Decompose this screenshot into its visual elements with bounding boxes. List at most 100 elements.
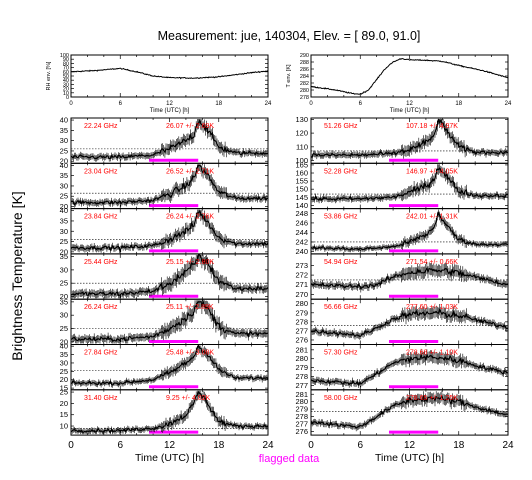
y-tick-label: 160 — [295, 169, 308, 178]
series-line — [70, 209, 269, 252]
y-tick-label: 20 — [60, 337, 68, 346]
series-line — [70, 118, 269, 160]
y-tick-label: 35 — [60, 252, 68, 261]
channel-frequency-label: 58.00 GHz — [324, 395, 358, 402]
channel-statistics-label: 146.97 +/- 4.05K — [406, 168, 458, 175]
y-tick-label: 280 — [295, 397, 308, 406]
channel-panel: 10 15 20 25 31.40 GHz 9.25 +/- 4.02K — [60, 388, 269, 436]
y-tick-label: 277 — [295, 419, 308, 428]
y-tick-label: 25 — [60, 367, 68, 376]
y-tick-label: 40 — [60, 342, 68, 351]
y-tick-label: 90 — [63, 57, 69, 63]
x-tick-label: 12 — [404, 440, 416, 451]
x-axis-label: Time (UTC) [h] — [135, 452, 204, 464]
channel-frequency-label: 56.66 GHz — [324, 304, 358, 311]
brightness-temperature-label: Brightness Temperature [K] — [9, 191, 25, 360]
y-tick-label: 100 — [60, 53, 69, 59]
y-tick-label: 290 — [300, 53, 309, 59]
channel-frequency-label: 25.44 GHz — [84, 259, 118, 266]
y-tick-label: 273 — [295, 261, 308, 270]
channel-frequency-label: 31.40 GHz — [84, 395, 118, 402]
series-line — [70, 390, 269, 434]
y-tick-label: 10 — [63, 91, 69, 97]
y-tick-label: 276 — [295, 335, 308, 344]
y-tick-label: 70 — [63, 66, 69, 72]
series-line — [310, 167, 509, 202]
y-tick-label: 288 — [300, 60, 309, 66]
y-tick-label: 140 — [295, 201, 308, 210]
series-line — [70, 254, 269, 297]
series-line — [70, 67, 269, 80]
series-line — [310, 118, 509, 159]
x-axis-label: Time (UTC) [h] — [375, 452, 444, 464]
y-tick-label: 30 — [60, 265, 68, 274]
x-tick-label: 18 — [455, 101, 462, 107]
channel-frequency-label: 23.04 GHz — [84, 168, 118, 175]
y-tick-label: 248 — [295, 209, 308, 218]
y-tick-label: 281 — [295, 390, 308, 399]
x-tick-label: 6 — [117, 440, 123, 451]
x-tick-label: 24 — [262, 440, 274, 451]
y-tick-label: 40 — [60, 116, 68, 125]
series-line — [310, 57, 509, 95]
x-tick-label: 6 — [119, 101, 123, 107]
y-tick-label: 281 — [295, 345, 308, 354]
y-tick-label: 271 — [295, 280, 308, 289]
y-tick-label: 280 — [295, 299, 308, 308]
panel-frame — [70, 54, 269, 98]
flagged-data-legend: flagged data — [259, 453, 320, 465]
y-tick-label: 40 — [63, 78, 69, 84]
x-tick-label: 18 — [215, 101, 222, 107]
y-tick-label: 0 — [66, 95, 69, 101]
channel-frequency-label: 52.28 GHz — [324, 168, 358, 175]
y-tick-label: 30 — [60, 136, 68, 145]
channel-statistics-label: 107.18 +/- 4.97K — [406, 123, 458, 130]
series-line — [70, 164, 269, 206]
x-tick-label: 0 — [309, 101, 313, 107]
y-tick-label: 240 — [295, 247, 308, 256]
channel-panel: 20 25 30 35 25.44 GHz 25.15 +/- 2.80K — [60, 252, 269, 301]
series-line — [310, 308, 509, 338]
y-tick-label: 279 — [295, 363, 308, 372]
y-tick-label: 15 — [60, 410, 68, 419]
x-tick-label: 0 — [69, 101, 73, 107]
y-tick-label: 276 — [295, 427, 308, 436]
y-tick-label: 246 — [295, 218, 308, 227]
channel-statistics-label: 9.25 +/- 4.02K — [166, 395, 211, 402]
channel-statistics-label: 25.48 +/- 3.08K — [166, 350, 214, 357]
x-tick-label: 24 — [265, 101, 272, 107]
y-tick-label: 284 — [300, 74, 309, 80]
x-tick-label: 18 — [453, 440, 465, 451]
y-tick-label: 278 — [300, 95, 309, 101]
x-tick-label: 0 — [308, 440, 314, 451]
y-tick-label: 286 — [300, 67, 309, 73]
y-tick-label: 20 — [60, 292, 68, 301]
y-tick-label: 35 — [60, 171, 68, 180]
y-tick-label: 272 — [295, 271, 308, 280]
x-tick-label: 24 — [505, 101, 512, 107]
y-tick-label: 25 — [60, 146, 68, 155]
channel-frequency-label: 23.84 GHz — [84, 214, 118, 221]
series-line — [310, 394, 509, 430]
channel-frequency-label: 53.86 GHz — [324, 214, 358, 221]
y-tick-label: 20 — [60, 375, 68, 384]
x-tick-label: 18 — [213, 440, 225, 451]
y-tick-label: 280 — [295, 354, 308, 363]
y-tick-label: 20 — [60, 157, 68, 166]
channel-frequency-label: 57.30 GHz — [324, 350, 358, 357]
y-tick-label: 30 — [63, 82, 69, 88]
y-tick-label: 20 — [60, 247, 68, 256]
y-tick-label: 35 — [60, 216, 68, 225]
